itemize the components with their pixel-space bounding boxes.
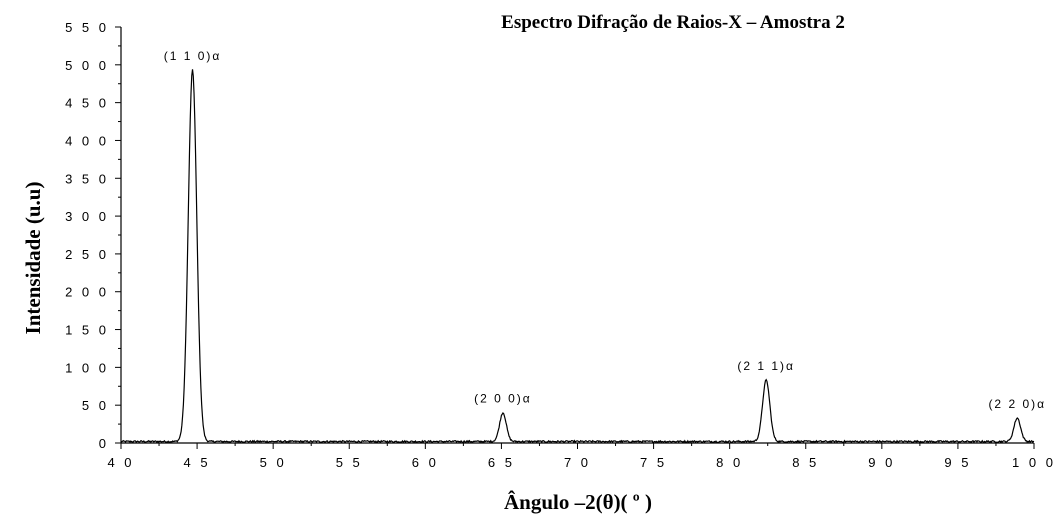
peak-label: (2 2 0)α <box>988 397 1046 411</box>
y-axis-title: Intensidade (u.u) <box>21 182 45 335</box>
chart-title: Espectro Difração de Raios-X – Amostra 2 <box>501 12 845 33</box>
y-tick-label: 2 5 0 <box>65 247 109 262</box>
y-tick-label: 5 0 <box>82 398 109 413</box>
y-tick-label: 1 0 0 <box>65 360 109 375</box>
y-tick-label: 5 0 0 <box>65 58 109 73</box>
y-tick-label: 4 5 0 <box>65 96 109 111</box>
y-tick-label: 3 5 0 <box>65 171 109 186</box>
x-tick-label: 1 0 0 <box>1012 455 1053 470</box>
x-tick-label: 9 0 <box>868 455 895 470</box>
y-tick-label: 0 <box>99 436 109 451</box>
x-tick-label: 5 5 <box>336 455 363 470</box>
spectrum-line <box>120 69 1035 444</box>
x-tick-label: 6 0 <box>412 455 439 470</box>
x-tick-label: 4 0 <box>107 455 134 470</box>
x-tick-label: 8 0 <box>716 455 743 470</box>
y-tick-label: 2 0 0 <box>65 285 109 300</box>
y-tick-label: 1 5 0 <box>65 323 109 338</box>
y-tick-label: 5 5 0 <box>65 20 109 35</box>
peak-label: (2 0 0)α <box>474 392 532 406</box>
x-tick-label: 7 5 <box>640 455 667 470</box>
x-axis-title: Ângulo –2(θ)( º ) <box>504 490 652 514</box>
peak-labels: (1 1 0)α (2 0 0)α (2 1 1)α (2 2 0)α <box>164 49 1046 411</box>
y-tick-label: 4 0 0 <box>65 133 109 148</box>
x-axis: 4 0 4 5 5 0 5 5 6 0 6 5 7 0 7 5 8 0 8 5 9 0 9 5 1 0 … <box>107 442 1053 470</box>
peak-label: (2 1 1)α <box>737 359 795 373</box>
x-tick-label: 4 5 <box>184 455 211 470</box>
y-axis: 0 5 0 1 0 0 1 5 0 2 0 0 2 5 0 3 0 0 3 5 0 4 0 0 4… <box>65 20 122 451</box>
x-tick-label: 9 5 <box>944 455 971 470</box>
peak-label: (1 1 0)α <box>164 49 222 63</box>
x-tick-label: 6 5 <box>488 455 515 470</box>
x-tick-label: 8 5 <box>792 455 819 470</box>
x-tick-label: 5 0 <box>260 455 287 470</box>
y-tick-label: 3 0 0 <box>65 209 109 224</box>
x-tick-label: 7 0 <box>564 455 591 470</box>
